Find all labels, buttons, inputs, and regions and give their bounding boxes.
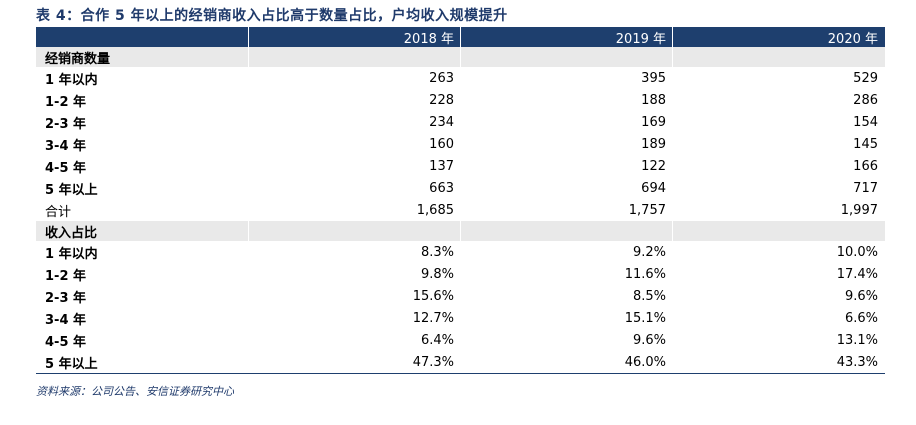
table-cell: 46.0% <box>624 354 666 370</box>
table-cell: 529 <box>853 70 878 86</box>
table-row: 5 年以上 47.3% 46.0% 43.3% <box>36 351 885 373</box>
table-cell: 10.0% <box>836 244 878 260</box>
table-cell: 263 <box>429 70 454 86</box>
table-row: 1-2 年 9.8% 11.6% 17.4% <box>36 263 885 285</box>
table-row: 1-2 年 228 188 286 <box>36 89 885 111</box>
table-cell: 13.1% <box>836 332 878 348</box>
table-cell: 17.4% <box>836 266 878 282</box>
table-cell: 663 <box>429 180 454 196</box>
table-cell: 8.5% <box>632 288 666 304</box>
table-row: 3-4 年 160 189 145 <box>36 133 885 155</box>
table-cell: 169 <box>641 114 666 130</box>
table-cell: 11.6% <box>624 266 666 282</box>
section-label: 经销商数量 <box>45 51 111 67</box>
section-header-row: 收入占比 <box>36 221 885 241</box>
column-header: 2019 年 <box>460 27 672 47</box>
section-empty-cell <box>248 47 460 67</box>
table-row: 2-3 年 234 169 154 <box>36 111 885 133</box>
row-label: 合计 <box>45 204 72 220</box>
table-cell: 286 <box>853 92 878 108</box>
section-empty-cell <box>672 47 884 67</box>
section-empty-cell <box>460 221 672 241</box>
source-note: 资料来源：公司公告、安信证券研究中心 <box>36 385 234 398</box>
table-cell: 15.1% <box>624 310 666 326</box>
table-row: 4-5 年 6.4% 9.6% 13.1% <box>36 329 885 351</box>
data-table: 2018 年 2019 年 2020 年 经销商数量 1 年以内 263 395… <box>36 27 885 374</box>
table-cell: 43.3% <box>836 354 878 370</box>
table-cell: 8.3% <box>420 244 454 260</box>
section-header-row: 经销商数量 <box>36 47 885 67</box>
table-title: 表 4：合作 5 年以上的经销商收入占比高于数量占比，户均收入规模提升 <box>36 8 508 24</box>
table-cell: 9.8% <box>420 266 454 282</box>
table-cell: 145 <box>853 136 878 152</box>
table-header-row: 2018 年 2019 年 2020 年 <box>36 27 885 47</box>
row-label: 5 年以上 <box>45 182 98 198</box>
table-cell: 47.3% <box>412 354 454 370</box>
table-cell: 1,997 <box>840 202 878 218</box>
table-cell: 160 <box>429 136 454 152</box>
row-label: 1-2 年 <box>45 268 87 284</box>
column-header: 2018 年 <box>248 27 460 47</box>
table-cell: 1,685 <box>416 202 454 218</box>
table-cell: 189 <box>641 136 666 152</box>
row-label: 4-5 年 <box>45 334 87 350</box>
row-label: 1 年以内 <box>45 72 98 88</box>
table-cell: 6.6% <box>844 310 878 326</box>
table-row: 1 年以内 8.3% 9.2% 10.0% <box>36 241 885 263</box>
row-label: 3-4 年 <box>45 138 87 154</box>
table-row: 2-3 年 15.6% 8.5% 9.6% <box>36 285 885 307</box>
table-row: 5 年以上 663 694 717 <box>36 177 885 199</box>
table-cell: 717 <box>853 180 878 196</box>
table-cell: 228 <box>429 92 454 108</box>
table-cell: 188 <box>641 92 666 108</box>
row-label: 1-2 年 <box>45 94 87 110</box>
column-header: 2020 年 <box>672 27 884 47</box>
table-cell: 122 <box>641 158 666 174</box>
row-label: 2-3 年 <box>45 116 87 132</box>
table-cell: 9.6% <box>632 332 666 348</box>
table-cell: 234 <box>429 114 454 130</box>
table-cell: 12.7% <box>412 310 454 326</box>
row-label: 1 年以内 <box>45 246 98 262</box>
table-row: 1 年以内 263 395 529 <box>36 67 885 89</box>
table-cell: 694 <box>641 180 666 196</box>
table-cell: 6.4% <box>420 332 454 348</box>
section-empty-cell <box>248 221 460 241</box>
row-label: 2-3 年 <box>45 290 87 306</box>
table-cell: 395 <box>641 70 666 86</box>
table-cell: 166 <box>853 158 878 174</box>
table-row: 3-4 年 12.7% 15.1% 6.6% <box>36 307 885 329</box>
table-row: 4-5 年 137 122 166 <box>36 155 885 177</box>
section-empty-cell <box>672 221 884 241</box>
total-row: 合计 1,685 1,757 1,997 <box>36 199 885 221</box>
row-label: 3-4 年 <box>45 312 87 328</box>
section-empty-cell <box>460 47 672 67</box>
table-cell: 1,757 <box>628 202 666 218</box>
table-cell: 15.6% <box>412 288 454 304</box>
table-cell: 137 <box>429 158 454 174</box>
row-label: 5 年以上 <box>45 356 98 372</box>
row-label: 4-5 年 <box>45 160 87 176</box>
table-cell: 9.2% <box>632 244 666 260</box>
section-label: 收入占比 <box>45 225 98 241</box>
table-cell: 154 <box>853 114 878 130</box>
table-cell: 9.6% <box>844 288 878 304</box>
